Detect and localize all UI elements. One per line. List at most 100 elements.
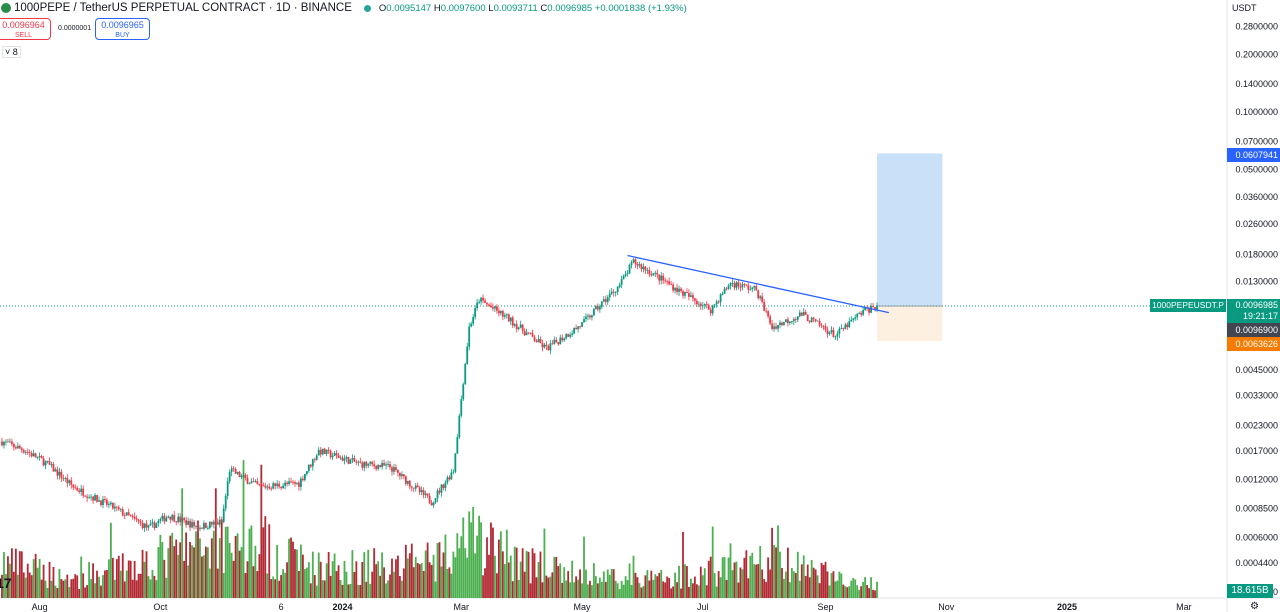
candle-body bbox=[856, 313, 859, 318]
candle-body bbox=[860, 312, 863, 315]
candle-body bbox=[226, 481, 229, 496]
volume-bar bbox=[731, 570, 734, 598]
candle-body bbox=[523, 330, 526, 336]
candle-body bbox=[604, 299, 607, 302]
indicators-toggle-button[interactable]: ˅ 8 bbox=[2, 46, 21, 58]
volume-bar bbox=[557, 566, 560, 598]
candle-body bbox=[858, 312, 861, 314]
volume-bar bbox=[195, 531, 197, 598]
volume-bar bbox=[54, 585, 57, 598]
volume-bar bbox=[434, 581, 437, 598]
axis-settings-icon[interactable]: ⚙ bbox=[1250, 601, 1259, 612]
candle-body bbox=[507, 314, 510, 322]
volume-bar bbox=[203, 555, 205, 598]
candle-body bbox=[50, 464, 53, 465]
volume-bar bbox=[205, 546, 207, 598]
volume-bar bbox=[145, 551, 148, 598]
candle-body bbox=[492, 307, 494, 309]
candle-body bbox=[100, 500, 102, 506]
candle-body bbox=[197, 526, 199, 529]
symbol-title[interactable]: 1000PEPE / TetherUS PERPETUAL CONTRACT ·… bbox=[14, 2, 352, 14]
candle-body bbox=[472, 317, 475, 324]
volume-bar bbox=[484, 568, 486, 598]
candle-body bbox=[309, 464, 312, 467]
volume-bar bbox=[773, 544, 775, 598]
candle-body bbox=[559, 337, 562, 345]
volume-bar bbox=[808, 577, 811, 598]
volume-bar bbox=[379, 575, 382, 598]
candle-body bbox=[442, 484, 445, 488]
candle-body bbox=[327, 449, 330, 451]
candle-body bbox=[125, 512, 128, 516]
volume-bar bbox=[761, 569, 764, 598]
volume-bar bbox=[602, 571, 605, 598]
candle-body bbox=[541, 343, 544, 348]
volume-bar bbox=[440, 566, 443, 598]
volume-bar bbox=[430, 565, 433, 598]
volume-bar bbox=[36, 567, 39, 598]
volume-bar bbox=[670, 588, 673, 598]
volume-bar bbox=[14, 548, 17, 598]
volume-bar bbox=[699, 566, 702, 598]
candle-body bbox=[638, 264, 641, 266]
volume-bar bbox=[181, 488, 184, 598]
volume-bar bbox=[450, 573, 453, 598]
buy-button[interactable]: 0.0096965 BUY bbox=[95, 18, 150, 40]
candle-body bbox=[533, 336, 536, 341]
volume-bar bbox=[232, 560, 235, 598]
candle-body bbox=[361, 462, 364, 468]
volume-bar bbox=[810, 560, 813, 598]
candle-body bbox=[64, 478, 67, 479]
volume-bar bbox=[381, 552, 383, 598]
volume-bar bbox=[856, 585, 859, 598]
volume-bar bbox=[357, 584, 360, 598]
candle-body bbox=[242, 474, 245, 476]
volume-bar bbox=[3, 552, 5, 598]
candle-body bbox=[753, 286, 756, 288]
candle-body bbox=[76, 487, 79, 491]
volume-bar bbox=[674, 572, 676, 598]
candle-body bbox=[218, 519, 221, 525]
candle-body bbox=[173, 515, 176, 522]
volume-bar bbox=[163, 559, 166, 598]
volume-bar bbox=[870, 577, 872, 598]
candle-body bbox=[561, 337, 564, 341]
candle-body bbox=[254, 481, 257, 482]
volume-bar bbox=[482, 575, 484, 598]
volume-bar bbox=[272, 576, 275, 598]
volume-bar bbox=[753, 564, 756, 598]
volume-bar bbox=[652, 579, 655, 598]
candle-body bbox=[664, 280, 667, 282]
volume-bar bbox=[549, 576, 552, 598]
sell-button[interactable]: 0.0096964 SELL bbox=[0, 18, 51, 40]
candle-body bbox=[157, 520, 160, 524]
candle-body bbox=[555, 339, 558, 343]
candle-body bbox=[222, 508, 225, 522]
candle-body bbox=[179, 516, 182, 522]
candle-body bbox=[777, 325, 779, 329]
volume-bar bbox=[94, 583, 96, 598]
volume-bar bbox=[551, 572, 554, 598]
currency-selector[interactable]: USDT bbox=[1232, 3, 1257, 13]
candle-body bbox=[26, 452, 29, 453]
candle-body bbox=[371, 461, 374, 465]
candle-body bbox=[612, 291, 615, 293]
candle-body bbox=[852, 318, 855, 320]
candle-body bbox=[208, 522, 211, 529]
volume-bar bbox=[846, 587, 849, 598]
volume-bar bbox=[507, 562, 510, 598]
volume-bar bbox=[765, 581, 768, 598]
volume-bar bbox=[739, 567, 742, 598]
candle-body bbox=[127, 512, 130, 516]
candle-body bbox=[678, 288, 680, 292]
volume-bar bbox=[834, 581, 837, 598]
candle-body bbox=[575, 327, 577, 330]
candle-body bbox=[656, 272, 659, 275]
volume-bar bbox=[749, 555, 752, 598]
volume-bar bbox=[12, 571, 15, 598]
price-axis-label: 0.0033000 bbox=[1235, 391, 1278, 401]
candle-body bbox=[113, 506, 116, 509]
candle-body bbox=[868, 308, 870, 313]
volume-bar bbox=[838, 571, 841, 598]
